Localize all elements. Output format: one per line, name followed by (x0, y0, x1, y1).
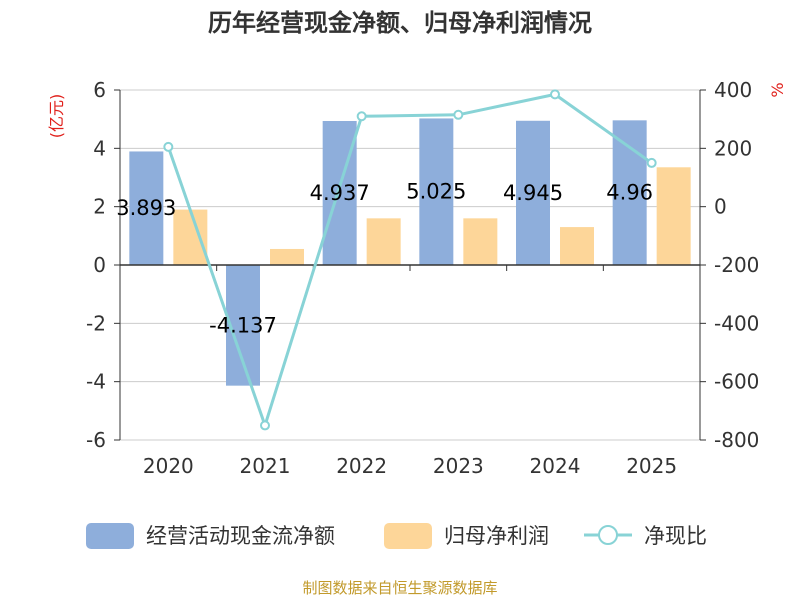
bar-netprofit-2025 (656, 167, 691, 265)
category-label-2025: 2025 (626, 454, 677, 478)
ratio-point-2023 (453, 109, 464, 120)
right-tick-label: 400 (714, 78, 752, 102)
category-label-2024: 2024 (530, 454, 581, 478)
ratio-line (163, 89, 657, 431)
data-label-2023: 5.025 (406, 180, 466, 204)
left-tick-label: 6 (93, 78, 106, 102)
left-tick-label: 4 (93, 136, 106, 160)
category-label-2021: 2021 (240, 454, 291, 478)
legend-label: 净现比 (644, 524, 707, 548)
right-tick-label: -600 (714, 370, 759, 394)
bar-netprofit-2024 (560, 227, 594, 265)
data-label-2022: 4.937 (310, 181, 370, 205)
ratio-point-2024 (550, 89, 560, 100)
ratio-point-2022 (356, 111, 367, 122)
data-label-2021: -4.137 (209, 313, 277, 337)
data-label-2024: 4.945 (503, 181, 563, 205)
legend-item-2[interactable]: 归母净利润 (384, 523, 549, 549)
legend-item-3[interactable]: 净现比 (584, 524, 707, 548)
category-label-2023: 2023 (433, 454, 484, 478)
category-label-2022: 2022 (336, 454, 387, 478)
ratio-line-path (166, 92, 653, 431)
left-tick-label: -4 (86, 370, 106, 394)
data-labels: 3.893 -4.137 4.937 5.025 4.945 4.96 (116, 180, 653, 338)
data-label-2020: 3.893 (116, 196, 176, 220)
data-label-2025: 4.96 (606, 181, 653, 205)
chart-title: 历年经营现金净额、归母净利润情况 (208, 9, 592, 37)
bar-netprofit-2021 (270, 248, 304, 265)
legend-swatch (384, 523, 432, 549)
left-tick-label: 2 (93, 195, 106, 219)
left-tick-label: 0 (93, 253, 106, 277)
legend-label: 经营活动现金流净额 (146, 524, 335, 548)
source-note: 制图数据来自恒生聚源数据库 (302, 579, 497, 597)
right-tick-label: 200 (714, 136, 752, 160)
axes: -6 -4 -2 0 2 4 6 -800 -600 -400 -200 0 200 400 2020 202… (86, 78, 759, 478)
bar-cashflow-2020 (129, 151, 164, 265)
right-tick-label: -200 (714, 253, 759, 277)
right-axis-unit: % (768, 82, 787, 97)
bar-cashflow-2022 (322, 121, 357, 265)
bars (129, 118, 691, 386)
ratio-point-2025 (646, 157, 657, 168)
left-axis-unit: (亿元) (47, 94, 66, 139)
bar-netprofit-2022 (366, 218, 401, 265)
right-tick-label: -800 (714, 428, 759, 452)
ratio-point-2020 (163, 141, 174, 152)
bar-cashflow-2025 (612, 120, 647, 265)
legend[interactable]: 经营活动现金流净额 归母净利润 净现比 (86, 523, 707, 549)
bar-netprofit-2020 (173, 209, 208, 265)
bar-cashflow-2024 (516, 120, 550, 265)
category-label-2020: 2020 (143, 454, 194, 478)
legend-item-1[interactable]: 经营活动现金流净额 (86, 523, 335, 549)
legend-marker (598, 525, 618, 545)
ratio-point-2021 (260, 420, 270, 431)
left-tick-label: -2 (86, 311, 106, 335)
bar-cashflow-2023 (419, 118, 454, 265)
legend-swatch (86, 523, 134, 549)
right-tick-label: 0 (714, 195, 727, 219)
legend-label: 归母净利润 (444, 524, 549, 548)
bar-netprofit-2023 (463, 218, 498, 265)
right-tick-label: -400 (714, 311, 759, 335)
left-tick-label: -6 (86, 428, 106, 452)
